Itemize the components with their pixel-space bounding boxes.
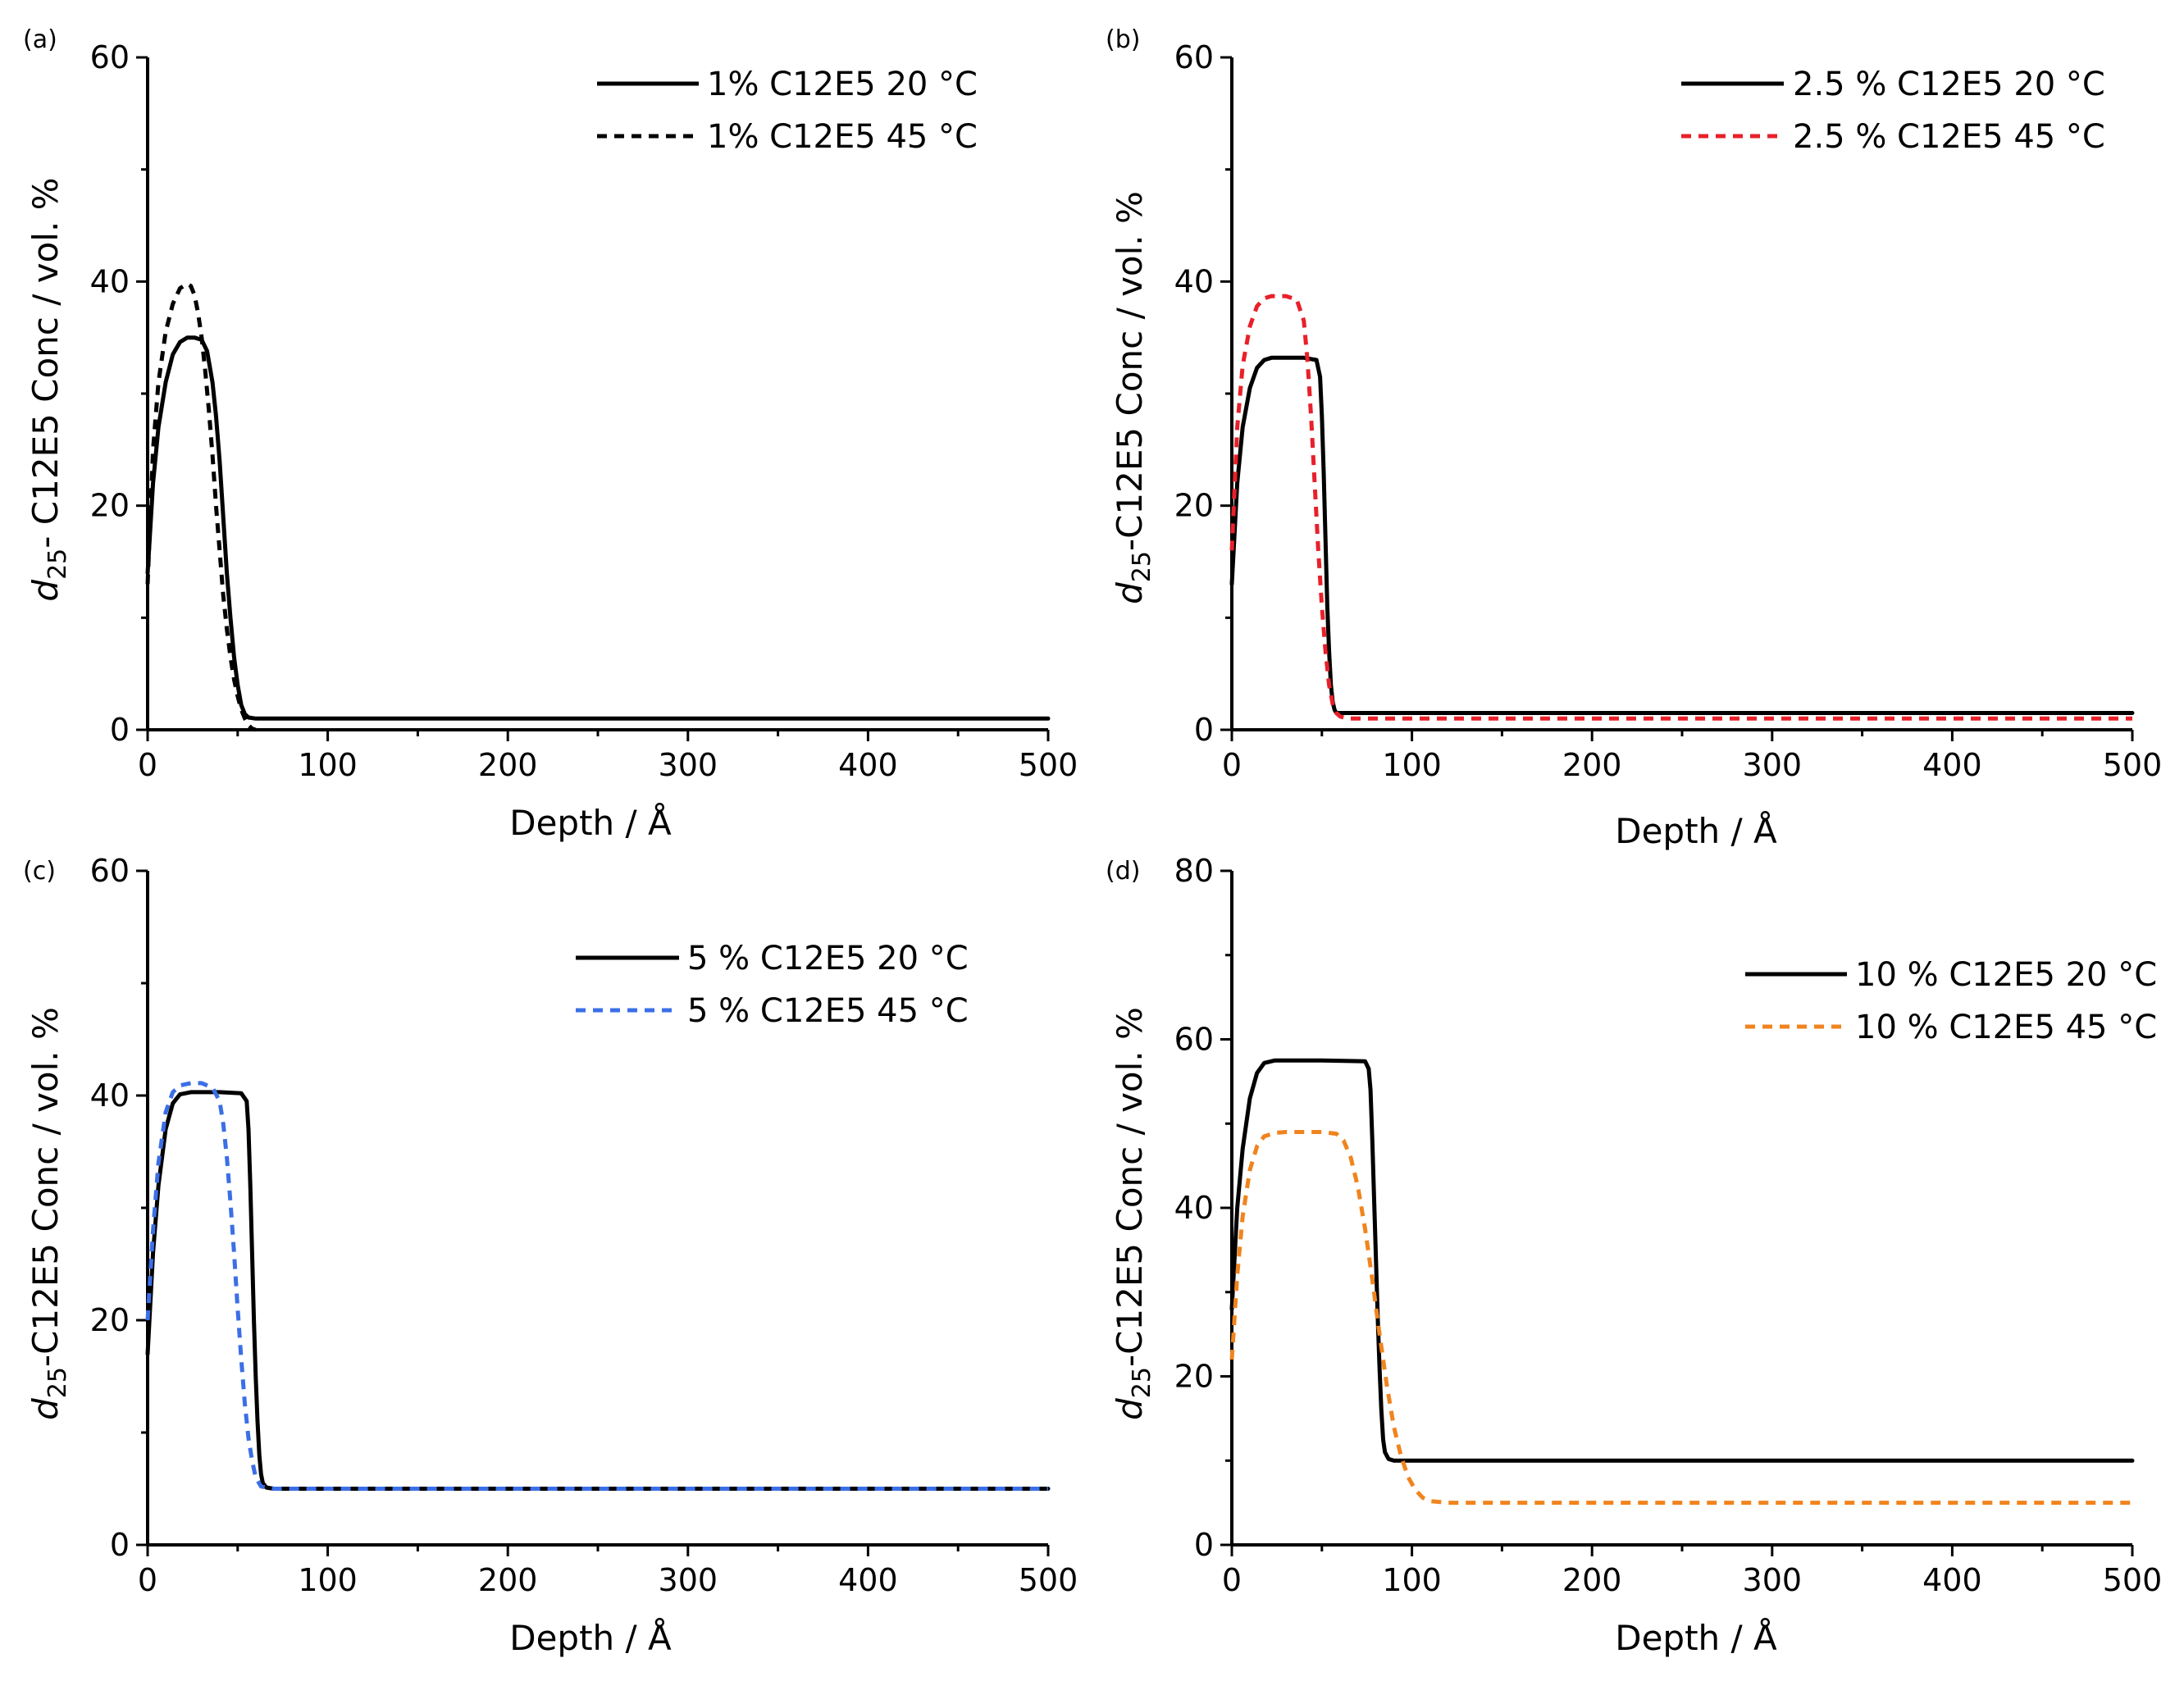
panel-a-y-tick-label: 40 [90, 263, 130, 299]
panel-c-label: (c) [23, 857, 56, 886]
panel-a-x-tick-label: 200 [478, 747, 538, 783]
panel-b-x-axis-title: Depth / Å [1615, 810, 1777, 851]
panel-d-x-tick-label: 300 [1743, 1562, 1803, 1598]
panel-b-x-tick-label: 200 [1562, 747, 1622, 783]
panel-d-legend: 10 % C12E5 20 °C 10 % C12E5 45 °C [1745, 956, 2157, 1046]
panel-c-x-tick-label: 300 [659, 1562, 718, 1598]
panel-b-y-axis-title: d25-C12E5 Conc / vol. % [1110, 191, 1156, 604]
panel-d-legend-label-1: 10 % C12E5 20 °C [1855, 956, 2157, 994]
panel-a-x-axis-title: Depth / Å [509, 802, 672, 843]
panel-c-series-1-line [145, 1090, 1051, 1491]
panel-a-y-axis-title-rest: - C12E5 Conc / vol. % [25, 177, 66, 548]
panel-d-series-1-line [1229, 1058, 2135, 1463]
panel-c-y-tick-label: 60 [90, 853, 130, 889]
panel-b-x-tick-label: 0 [1222, 747, 1242, 783]
panel-b-y-axis-title-rest: -C12E5 Conc / vol. % [1110, 191, 1150, 551]
panel-a-x-tick-label: 0 [138, 747, 157, 783]
panel-b-y-tick-label: 20 [1174, 488, 1214, 524]
panel-d-y-tick-label: 40 [1174, 1190, 1214, 1226]
panel-a-y-axis-title-subscript: 25 [43, 549, 72, 580]
panel-c-x-tick-label: 200 [478, 1562, 538, 1598]
panel-d-x-axis-title: Depth / Å [1615, 1617, 1777, 1658]
panel-c-legend-label-2: 5 % C12E5 45 °C [687, 992, 969, 1030]
panel-a-series-2-line [145, 281, 257, 732]
panel-c-series [145, 1081, 1051, 1491]
panel-d-axes: 0 100 200 300 400 500 0 20 40 60 80 [1174, 853, 2163, 1598]
panel-c-legend-label-1: 5 % C12E5 20 °C [687, 940, 969, 977]
panel-d-x-tick-label: 500 [2103, 1562, 2163, 1598]
panel-b-x-tick-label: 300 [1743, 747, 1803, 783]
panel-d-x-tick-label: 400 [1922, 1562, 1982, 1598]
panel-d-legend-label-2: 10 % C12E5 45 °C [1855, 1009, 2157, 1046]
panel-c-series-2-line [145, 1081, 1048, 1491]
panel-d-y-axis-title-rest: -C12E5 Conc / vol. % [1110, 1007, 1150, 1367]
panel-b-series [1229, 294, 2135, 721]
panel-a-x-tick-label: 300 [659, 747, 718, 783]
panel-a-x-tick-label: 100 [298, 747, 358, 783]
panel-a-y-axis-title-prefix: d [25, 580, 66, 602]
panel-d-y-axis-title: d25-C12E5 Conc / vol. % [1110, 1007, 1156, 1420]
panel-d-x-tick-label: 200 [1562, 1562, 1622, 1598]
panel-c: (c) 0 100 200 300 400 500 0 20 40 60 Depth / Å d2… [23, 853, 1078, 1658]
panel-b-x-tick-label: 500 [2103, 747, 2163, 783]
panel-d-label: (d) [1106, 857, 1140, 886]
panel-a-axes: 0 100 200 300 400 500 0 20 40 60 [90, 39, 1078, 783]
panel-b-y-tick-label: 40 [1174, 263, 1214, 299]
panel-a-legend-label-2: 1% C12E5 45 °C [707, 118, 978, 156]
panel-a-series-1-line [145, 335, 1051, 721]
panel-a-y-axis-title: d25- C12E5 Conc / vol. % [25, 177, 72, 601]
panel-b-legend-label-1: 2.5 % C12E5 20 °C [1793, 66, 2105, 103]
panel-d-y-tick-label: 20 [1174, 1359, 1214, 1395]
panel-d-y-axis-title-subscript: 25 [1128, 1367, 1156, 1398]
panel-c-y-axis-title-subscript: 25 [43, 1367, 72, 1398]
panel-d-y-axis-title-prefix: d [1110, 1398, 1150, 1420]
panel-a-series [145, 281, 1051, 732]
panel-c-x-tick-label: 500 [1019, 1562, 1078, 1598]
panel-b-y-axis-title-subscript: 25 [1128, 551, 1156, 582]
panel-c-y-axis-title-prefix: d [25, 1398, 66, 1420]
panel-a-label: (a) [23, 25, 57, 54]
panel-a-legend-label-1: 1% C12E5 20 °C [707, 66, 978, 103]
panel-c-legend: 5 % C12E5 20 °C 5 % C12E5 45 °C [576, 940, 969, 1030]
panel-c-y-tick-label: 20 [90, 1302, 130, 1338]
panel-a-y-tick-label: 60 [90, 39, 130, 75]
panel-b-series-2-line [1229, 294, 2132, 721]
panel-c-x-axis-title: Depth / Å [509, 1617, 672, 1658]
panel-b-y-tick-label: 60 [1174, 39, 1214, 75]
panel-b-x-tick-label: 400 [1922, 747, 1982, 783]
panel-c-axes: 0 100 200 300 400 500 0 20 40 60 [90, 853, 1078, 1598]
panel-d-x-tick-label: 0 [1222, 1562, 1242, 1598]
panel-c-x-tick-label: 0 [138, 1562, 157, 1598]
panel-c-y-tick-label: 40 [90, 1077, 130, 1114]
panel-d-y-tick-label: 0 [1194, 1527, 1214, 1563]
panel-d-series [1229, 1058, 2135, 1506]
panel-a-legend: 1% C12E5 20 °C 1% C12E5 45 °C [597, 66, 978, 156]
panel-a-x-tick-label: 500 [1019, 747, 1078, 783]
panel-b-legend: 2.5 % C12E5 20 °C 2.5 % C12E5 45 °C [1681, 66, 2105, 156]
panel-c-x-tick-label: 400 [838, 1562, 898, 1598]
panel-b-y-tick-label: 0 [1194, 712, 1214, 748]
panel-b-legend-label-2: 2.5 % C12E5 45 °C [1793, 118, 2105, 156]
panel-c-x-tick-label: 100 [298, 1562, 358, 1598]
panel-d-y-tick-label: 60 [1174, 1022, 1214, 1058]
panel-d-y-tick-label: 80 [1174, 853, 1214, 889]
panel-d-series-2-line [1229, 1130, 2132, 1506]
panel-a-y-tick-label: 0 [110, 712, 130, 748]
panel-d-x-tick-label: 100 [1382, 1562, 1442, 1598]
panel-a-y-tick-label: 20 [90, 488, 130, 524]
panel-b-label: (b) [1106, 25, 1140, 54]
panel-b-x-tick-label: 100 [1382, 747, 1442, 783]
panel-c-y-axis-title-rest: -C12E5 Conc / vol. % [25, 1007, 66, 1367]
panel-c-y-tick-label: 0 [110, 1527, 130, 1563]
panel-a-x-tick-label: 400 [838, 747, 898, 783]
panel-b-axes: 0 100 200 300 400 500 0 20 40 60 [1174, 39, 2163, 783]
panel-c-y-axis-title: d25-C12E5 Conc / vol. % [25, 1007, 72, 1420]
panel-a: (a) 0 100 200 300 400 500 0 20 40 60 Depth / Å d2… [23, 25, 1078, 843]
panel-b-y-axis-title-prefix: d [1110, 582, 1150, 604]
